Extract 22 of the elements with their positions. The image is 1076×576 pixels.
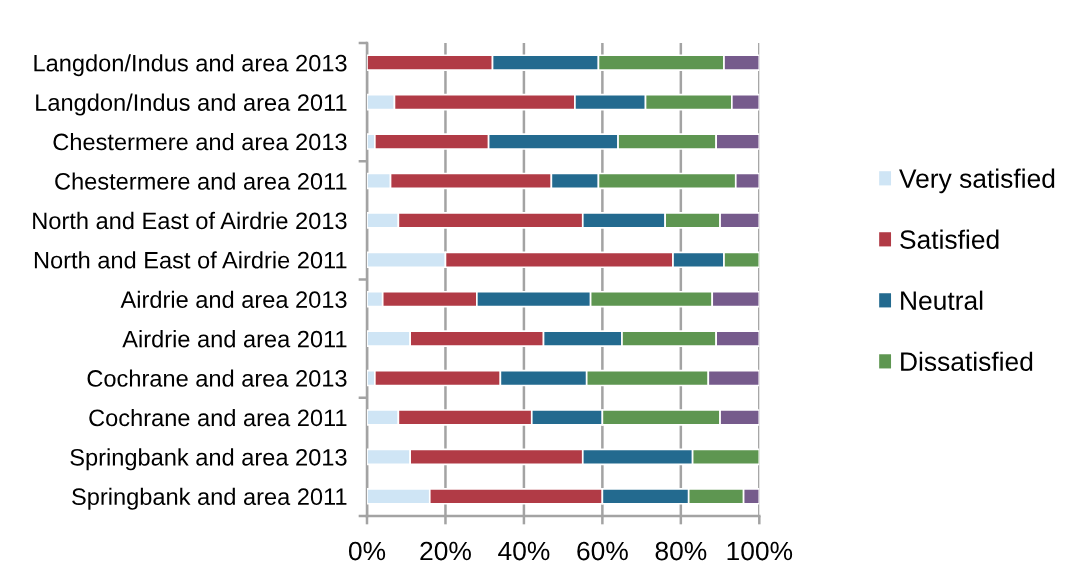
x-tick-label: 40% [498, 541, 550, 561]
y-tick-label: Chestermere and area 2013 [53, 132, 347, 151]
y-tick-label: Langdon/Indus and area 2011 [36, 93, 347, 116]
y-tick-label: Airdrie and area 2011 [122, 330, 347, 348]
y-tick-label: Cochrane and area 2013 [87, 369, 347, 387]
y-tick-label: North and East of Airdrie 2011 [34, 251, 347, 269]
y-tick-label: Langdon/Indus and area 2013 [34, 54, 347, 77]
y-tick-label: North and East of Airdrie 2013 [33, 211, 347, 230]
legend-label: Very satisfied [899, 168, 1055, 194]
x-tick-label: 100% [727, 541, 793, 561]
y-tick-label: Cochrane and area 2011 [89, 408, 347, 427]
legend-label: Neutral [901, 290, 983, 310]
x-tick-label: 60% [577, 541, 628, 561]
legend-label: Satisfied [900, 229, 999, 249]
x-tick-label: 0% [348, 541, 386, 561]
y-tick-label: Chestermere and area 2011 [55, 172, 347, 190]
y-tick-label: Springbank and area 2013 [70, 448, 347, 471]
legend-label: Dissatisfied [901, 351, 1033, 372]
y-tick-label: Springbank and area 2011 [72, 487, 347, 510]
x-tick-label: 80% [655, 541, 707, 561]
y-tick-label: Airdrie and area 2013 [120, 290, 347, 308]
x-tick-label: 20% [420, 541, 471, 561]
